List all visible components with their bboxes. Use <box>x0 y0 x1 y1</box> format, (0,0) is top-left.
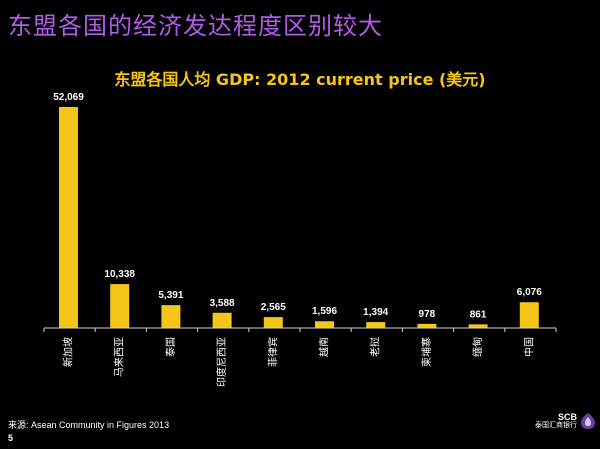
page-number: 5 <box>8 433 14 443</box>
data-label: 3,588 <box>210 298 235 309</box>
data-label: 861 <box>470 309 487 320</box>
data-label: 2,565 <box>261 302 286 313</box>
data-label: 1,596 <box>312 306 337 317</box>
data-label: 52,069 <box>53 92 84 103</box>
x-tick-label: 泰国 <box>164 337 177 357</box>
source-note: 来源: Asean Community in Figures 2013 <box>8 420 170 430</box>
scb-logo: SCB 泰国汇商银行 <box>535 412 596 430</box>
data-label: 10,338 <box>104 269 135 280</box>
bar <box>212 312 232 328</box>
x-tick-label: 新加坡 <box>62 337 75 367</box>
x-tick-label: 菲律宾 <box>266 337 279 367</box>
scb-emblem-icon <box>581 413 595 430</box>
x-tick-label: 老挝 <box>369 337 382 357</box>
bar <box>315 321 334 328</box>
logo-brand: SCB <box>557 412 577 422</box>
bar <box>468 324 488 328</box>
bar <box>263 317 283 328</box>
x-tick-label: 柬埔寨 <box>420 337 433 367</box>
bar <box>519 302 539 328</box>
data-label: 978 <box>419 309 436 320</box>
logo-subtitle: 泰国汇商银行 <box>535 422 577 430</box>
bar <box>59 107 78 328</box>
x-tick-label: 缅甸 <box>471 337 484 357</box>
bar <box>417 323 437 328</box>
slide-title: 东盟各国的经济发达程度区别较大 <box>8 12 383 40</box>
data-label: 1,394 <box>363 307 388 318</box>
x-tick-label: 印度尼西亚 <box>215 337 228 387</box>
data-label: 6,076 <box>517 287 542 298</box>
x-tick-label: 马来西亚 <box>114 337 126 377</box>
chart-title: 东盟各国人均 GDP: 2012 current price (美元) <box>114 70 486 89</box>
bar <box>110 284 130 328</box>
x-tick-label: 中国 <box>522 337 535 357</box>
bar <box>366 322 386 328</box>
data-label: 5,391 <box>158 290 183 301</box>
bar <box>161 305 181 328</box>
x-tick-label: 越南 <box>318 337 331 357</box>
